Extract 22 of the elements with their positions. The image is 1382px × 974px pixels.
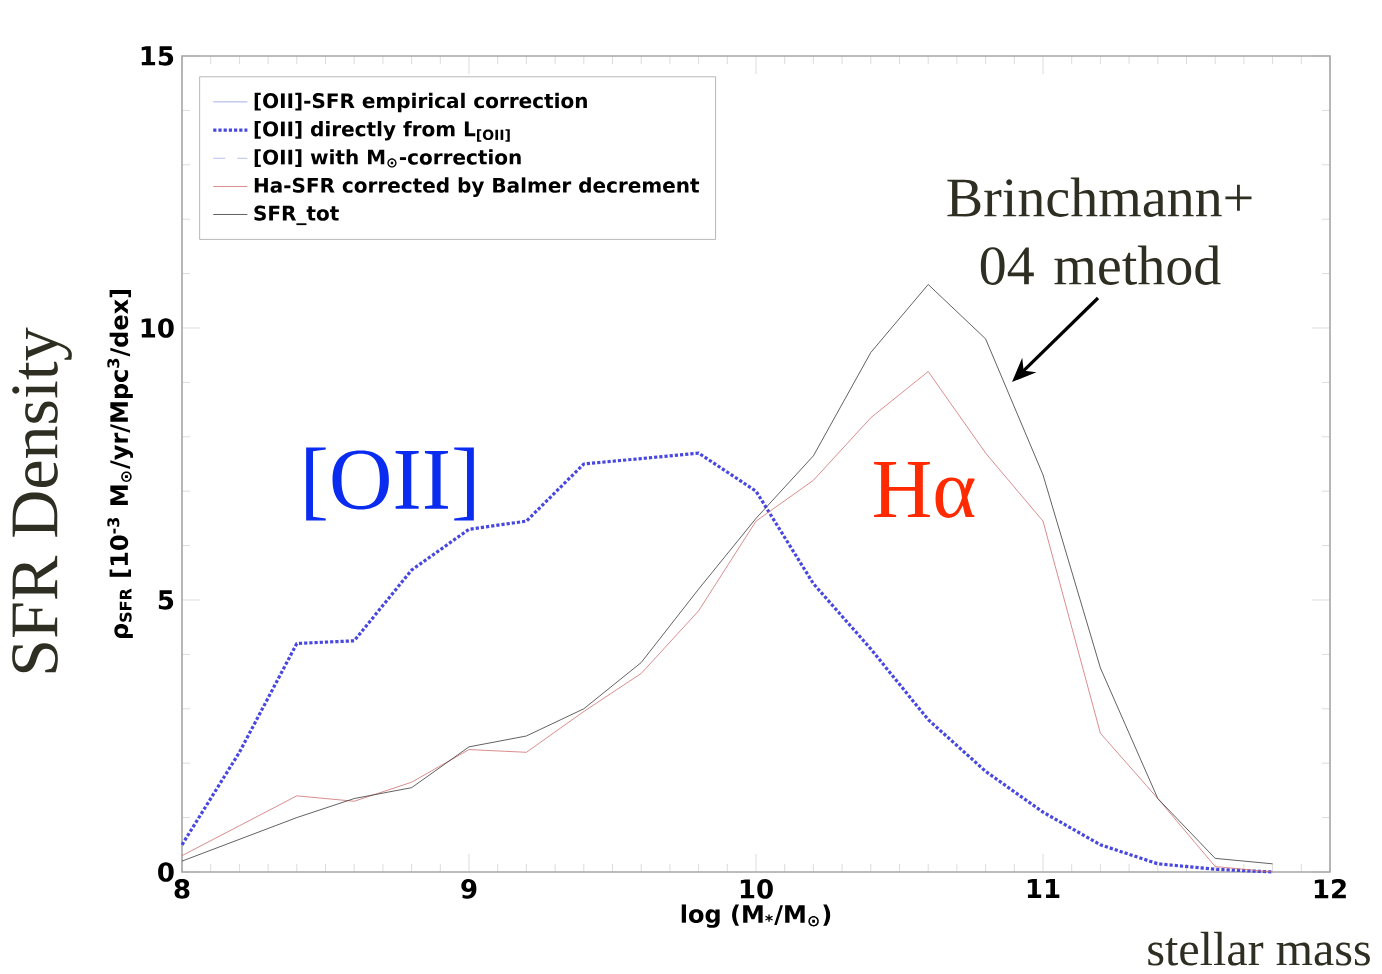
annotation: [OII] <box>306 447 474 521</box>
y-tick-label: 0 <box>158 862 174 882</box>
text: stellar mass <box>1148 931 1370 966</box>
x-tick-label: 11 <box>1027 879 1060 899</box>
text: ρ$_{SFR}$ [10$^{-3}$ M$_{⊙}$/yr/Mpc$^{3}$/dex] <box>107 289 134 639</box>
legend-label: [OII] directly from L$_{[OII]}$ <box>254 120 510 142</box>
annotation: Brinchmann+ 04 method <box>947 177 1252 285</box>
x-axis-title: log (M$_{*}$/M$_{⊙}$) <box>681 904 831 928</box>
line-series <box>181 371 1273 873</box>
text: SFR Density <box>12 327 72 673</box>
legend-label: Ha-SFR corrected by Balmer decrement <box>254 177 700 197</box>
legend-label: [OII]-SFR empirical correction <box>254 92 587 113</box>
x-tick-label: 12 <box>1314 879 1346 899</box>
y-tick-label: 15 <box>141 46 174 66</box>
y-tick-label: 5 <box>158 590 174 610</box>
x-tick-label: 10 <box>740 879 773 899</box>
annotation: Hα <box>874 462 975 518</box>
y-tick-label: 10 <box>141 318 174 338</box>
legend-label: SFR_tot <box>254 205 339 226</box>
x-tick-label: 8 <box>174 879 190 899</box>
legend-label: [OII] with M$_{⊙}$-correction <box>254 149 521 168</box>
x-tick-label: 9 <box>461 879 477 899</box>
